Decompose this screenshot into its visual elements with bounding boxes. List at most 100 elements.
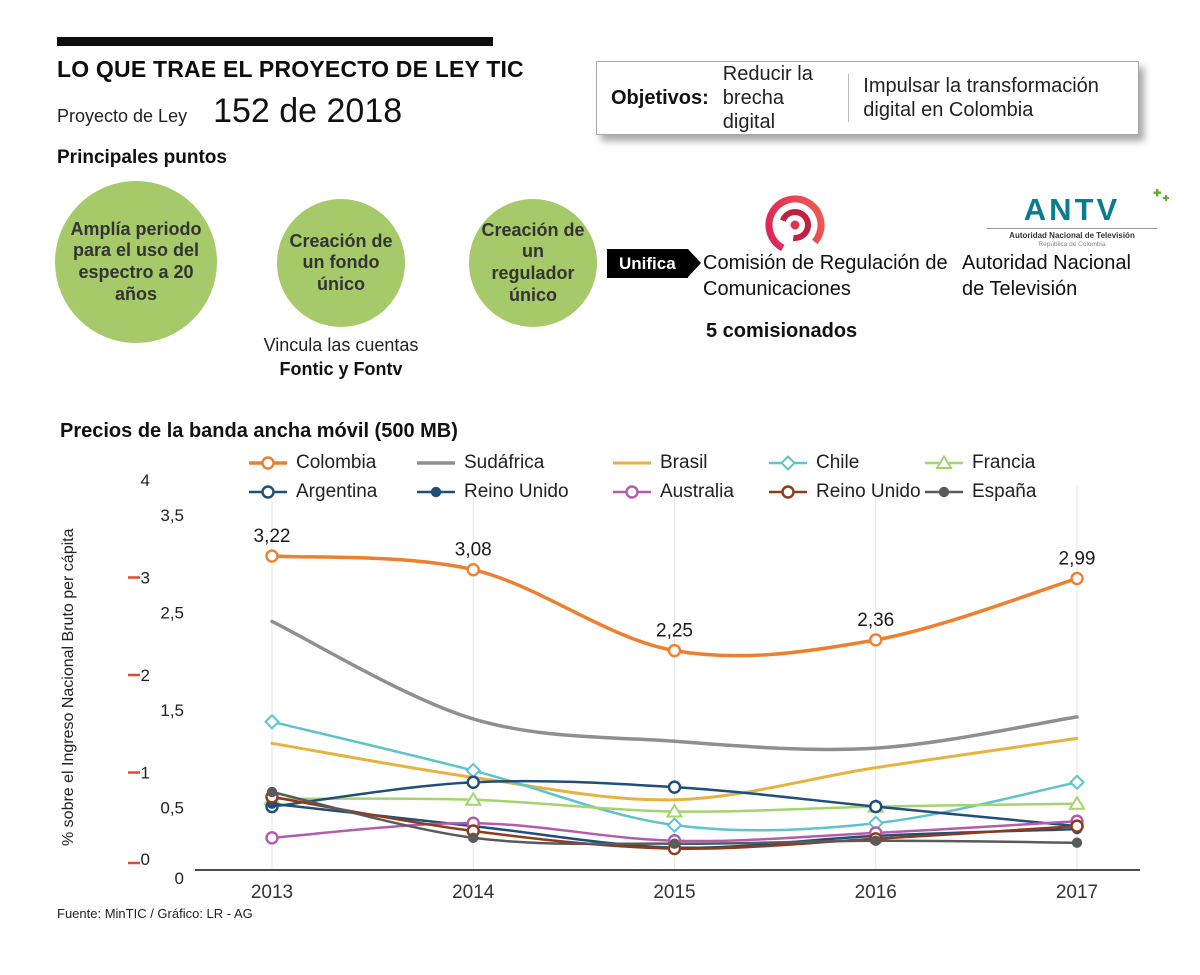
legend-item-reino-unido-8: Reino Unido bbox=[768, 481, 924, 503]
antv-logo-subtext: Autoridad Nacional de Televisión bbox=[1009, 231, 1135, 240]
y-axis-title: % sobre el Ingreso Nacional Bruto per cá… bbox=[60, 528, 77, 846]
circle-text: Amplía periodo para el uso del espectro … bbox=[70, 218, 202, 304]
data-point bbox=[1069, 774, 1085, 791]
fondo-note-line1: Vincula las cuentas bbox=[263, 335, 419, 355]
data-point bbox=[466, 562, 480, 577]
chart-title: Precios de la banda ancha móvil (500 MB) bbox=[60, 420, 458, 442]
legend-item-chile-3: Chile bbox=[768, 452, 924, 474]
data-point bbox=[781, 485, 795, 499]
legend-label: Sudáfrica bbox=[464, 452, 545, 473]
unifica-arrow-tag: Unifica bbox=[607, 249, 701, 278]
point-circle-espectro: Amplía periodo para el uso del espectro … bbox=[55, 181, 217, 343]
data-point bbox=[1070, 819, 1084, 833]
project-row: Proyecto de Ley 152 de 2018 bbox=[57, 92, 402, 131]
y-tick-label: 1 bbox=[141, 764, 150, 783]
legend-label: Francia bbox=[972, 452, 1036, 473]
y-tick-label: 2 bbox=[141, 666, 150, 685]
data-point bbox=[261, 485, 275, 499]
antv-logo-text: ANTV bbox=[1023, 192, 1121, 227]
data-point bbox=[265, 831, 279, 845]
legend-item-reino-unido-6: Reino Unido bbox=[416, 481, 612, 503]
objective-2: Impulsar la transformación digital en Co… bbox=[863, 75, 1099, 121]
series-line-brasil-2 bbox=[270, 736, 1079, 802]
data-point bbox=[468, 832, 479, 844]
legend-marker-icon bbox=[417, 486, 455, 498]
legend-label: Colombia bbox=[296, 452, 377, 473]
data-point bbox=[870, 835, 881, 846]
crc-name: Comisión de Regulación de Comunicaciones bbox=[703, 252, 948, 300]
x-tick-label: 2017 bbox=[1056, 882, 1098, 903]
legend-marker-icon bbox=[417, 461, 455, 465]
legend-label: España bbox=[972, 481, 1037, 502]
antv-logo-wordmark: ANTV bbox=[983, 189, 1169, 227]
crc-logo-icon bbox=[765, 195, 825, 255]
data-point bbox=[465, 762, 482, 779]
circle-text: Creación de un regulador único bbox=[481, 219, 585, 305]
legend-label: Reino Unido bbox=[464, 481, 569, 502]
legend-item-espa-a-9: España bbox=[924, 481, 1074, 503]
data-point bbox=[869, 633, 883, 647]
legend-marker-icon bbox=[249, 456, 287, 470]
data-point bbox=[666, 817, 683, 834]
data-point bbox=[1068, 795, 1086, 810]
chart-legend: Colombia Sudáfrica Brasil Chile Francia Argen… bbox=[248, 452, 1074, 503]
legend-marker-icon bbox=[613, 461, 651, 465]
source-note: Fuente: MinTIC / Gráfico: LR - AG bbox=[57, 906, 253, 921]
legend-label: Argentina bbox=[296, 481, 378, 502]
price-line-chart: 2013 2014 2015 2016 2017 4 3 2 1 0 3,5 2,5 1,5 0,5 0 3,… bbox=[128, 471, 1140, 903]
data-point bbox=[265, 549, 279, 563]
legend-marker-icon bbox=[613, 485, 651, 499]
data-point bbox=[667, 643, 682, 658]
data-point bbox=[938, 486, 950, 498]
project-label: Proyecto de Ley bbox=[57, 106, 188, 126]
y-tick-label: 0 bbox=[175, 869, 184, 888]
y-tick-label: 1,5 bbox=[160, 701, 184, 720]
legend-marker-icon bbox=[925, 455, 963, 469]
x-tick-label: 2013 bbox=[251, 882, 293, 903]
top-accent-bar bbox=[57, 37, 493, 46]
data-point bbox=[625, 485, 639, 499]
data-point-label: 2,99 bbox=[1059, 548, 1096, 569]
main-title: LO QUE TRAE EL PROYECTO DE LEY TIC bbox=[57, 56, 524, 82]
legend-item-argentina-5: Argentina bbox=[248, 481, 416, 503]
legend-marker-icon bbox=[925, 486, 963, 498]
antv-logo-rule bbox=[987, 228, 1157, 229]
data-point bbox=[264, 713, 280, 730]
crc-commissioners: 5 comisionados bbox=[706, 320, 858, 342]
data-point bbox=[464, 791, 483, 806]
data-point bbox=[1070, 571, 1084, 586]
legend-item-colombia-0: Colombia bbox=[248, 452, 416, 474]
project-number: 152 de 2018 bbox=[213, 92, 403, 130]
fondo-note: Vincula las cuentas Fontic y Fontv bbox=[250, 335, 432, 380]
data-point bbox=[665, 803, 684, 818]
data-point bbox=[780, 455, 796, 471]
data-point bbox=[266, 786, 278, 798]
data-point bbox=[466, 775, 480, 789]
data-point bbox=[261, 456, 275, 470]
legend-item-brasil-2: Brasil bbox=[612, 452, 768, 474]
point-circle-fondo: Creación de un fondo único bbox=[277, 199, 405, 327]
data-point-label: 3,22 bbox=[254, 526, 291, 547]
objectives-box: Objetivos: Reducir la brecha digital Imp… bbox=[596, 61, 1139, 135]
points-heading: Principales puntos bbox=[57, 147, 227, 168]
antv-logo-subtext2: República de Colombia bbox=[1038, 240, 1106, 248]
objectives-divider bbox=[848, 74, 850, 122]
circle-text: Creación de un fondo único bbox=[289, 230, 393, 294]
legend-label: Brasil bbox=[660, 452, 708, 473]
legend-marker-icon bbox=[769, 485, 807, 499]
data-point-label: 3,08 bbox=[455, 540, 492, 561]
data-point bbox=[1071, 837, 1083, 848]
series-line-sud-frica-1 bbox=[270, 619, 1079, 752]
legend-label: Chile bbox=[816, 452, 860, 473]
objective-1: Reducir la brecha digital bbox=[722, 63, 813, 133]
objectives-label: Objetivos: bbox=[611, 86, 709, 109]
legend-item-australia-7: Australia bbox=[612, 481, 768, 503]
y-tick-label: 3,5 bbox=[160, 506, 184, 525]
legend-marker-icon bbox=[769, 455, 807, 471]
x-tick-label: 2016 bbox=[855, 882, 897, 903]
data-point bbox=[869, 799, 883, 814]
antv-name: Autoridad Nacional de Televisión bbox=[962, 252, 1131, 300]
x-tick-label: 2014 bbox=[452, 882, 495, 903]
legend-item-sud-frica-1: Sudáfrica bbox=[416, 452, 612, 474]
point-circle-regulador: Creación de un regulador único bbox=[469, 199, 597, 327]
